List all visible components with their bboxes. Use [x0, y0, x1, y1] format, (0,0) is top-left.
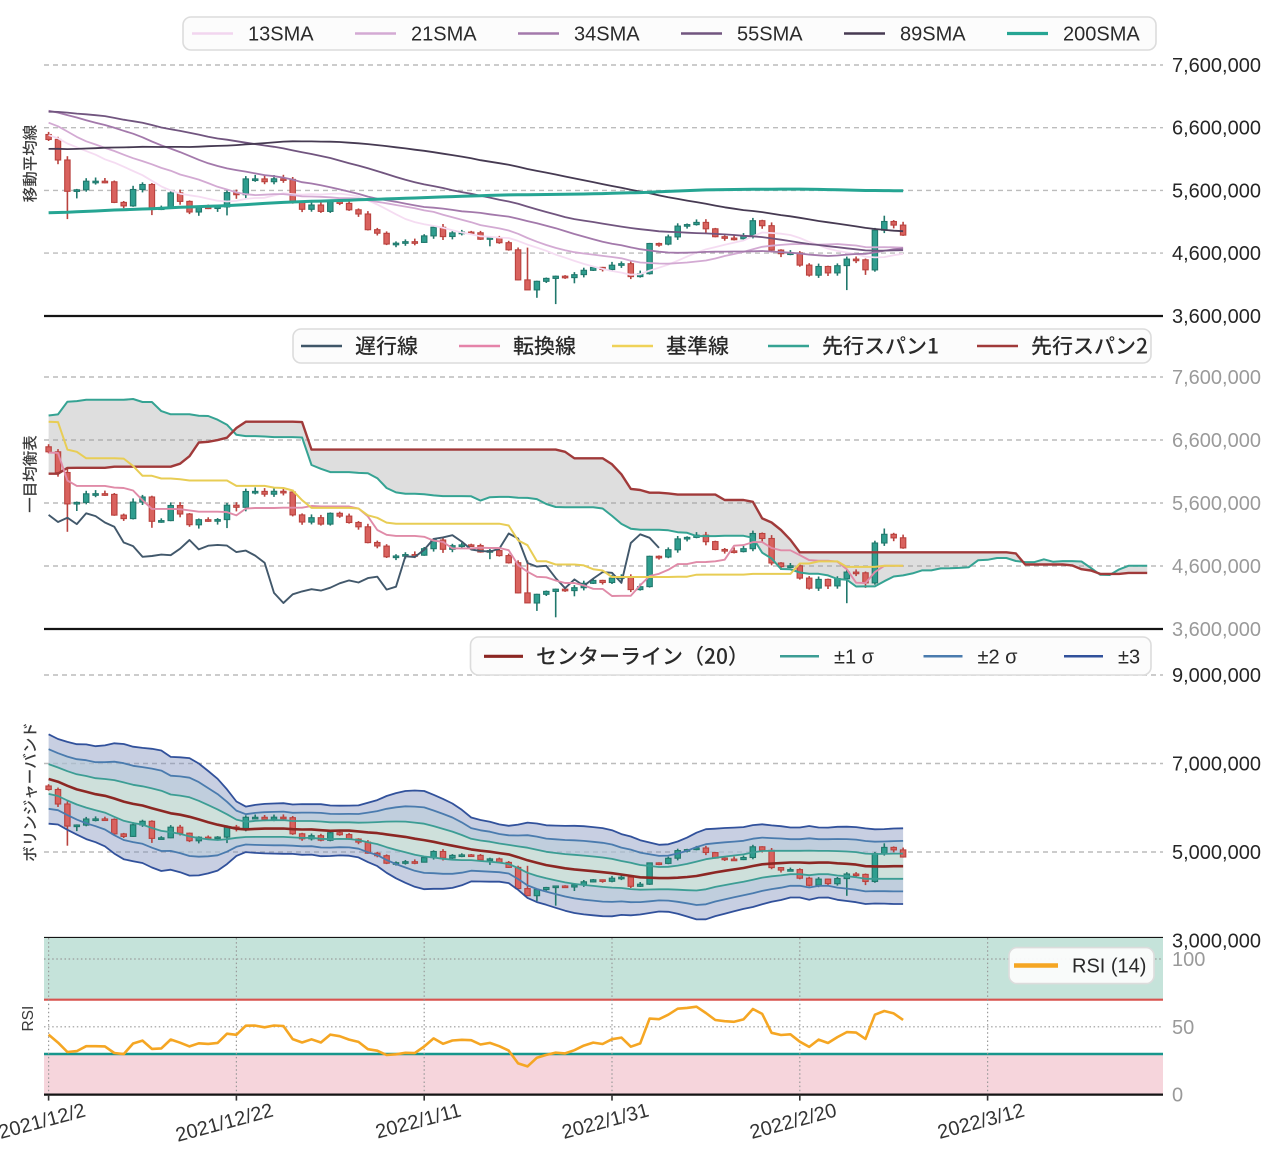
svg-text:4,600,000: 4,600,000 — [1172, 556, 1261, 578]
svg-text:200SMA: 200SMA — [1063, 24, 1140, 46]
svg-text:50: 50 — [1172, 1017, 1194, 1039]
svg-text:7,000,000: 7,000,000 — [1172, 754, 1261, 776]
svg-text:6,600,000: 6,600,000 — [1172, 118, 1261, 140]
svg-text:9,000,000: 9,000,000 — [1172, 665, 1261, 687]
svg-text:13SMA: 13SMA — [248, 24, 314, 46]
svg-text:7,600,000: 7,600,000 — [1172, 55, 1261, 77]
svg-text:0: 0 — [1172, 1085, 1183, 1107]
svg-text:3,600,000: 3,600,000 — [1172, 306, 1261, 328]
svg-text:5,600,000: 5,600,000 — [1172, 180, 1261, 202]
svg-text:89SMA: 89SMA — [900, 24, 966, 46]
svg-text:±3: ±3 — [1118, 646, 1140, 668]
svg-text:34SMA: 34SMA — [574, 24, 640, 46]
svg-text:55SMA: 55SMA — [737, 24, 803, 46]
svg-text:100: 100 — [1172, 949, 1205, 971]
svg-text:RSI (14): RSI (14) — [1072, 956, 1146, 978]
svg-text:6,600,000: 6,600,000 — [1172, 430, 1261, 452]
svg-text:±1 σ: ±1 σ — [834, 646, 875, 668]
svg-text:5,000,000: 5,000,000 — [1172, 842, 1261, 864]
svg-text:7,600,000: 7,600,000 — [1172, 367, 1261, 389]
svg-text:4,600,000: 4,600,000 — [1172, 243, 1261, 265]
svg-text:±2 σ: ±2 σ — [978, 646, 1019, 668]
svg-text:3,600,000: 3,600,000 — [1172, 619, 1261, 641]
svg-text:RSI: RSI — [20, 1006, 37, 1032]
svg-text:3,000,000: 3,000,000 — [1172, 931, 1261, 953]
svg-text:21SMA: 21SMA — [411, 24, 477, 46]
svg-text:5,600,000: 5,600,000 — [1172, 493, 1261, 515]
